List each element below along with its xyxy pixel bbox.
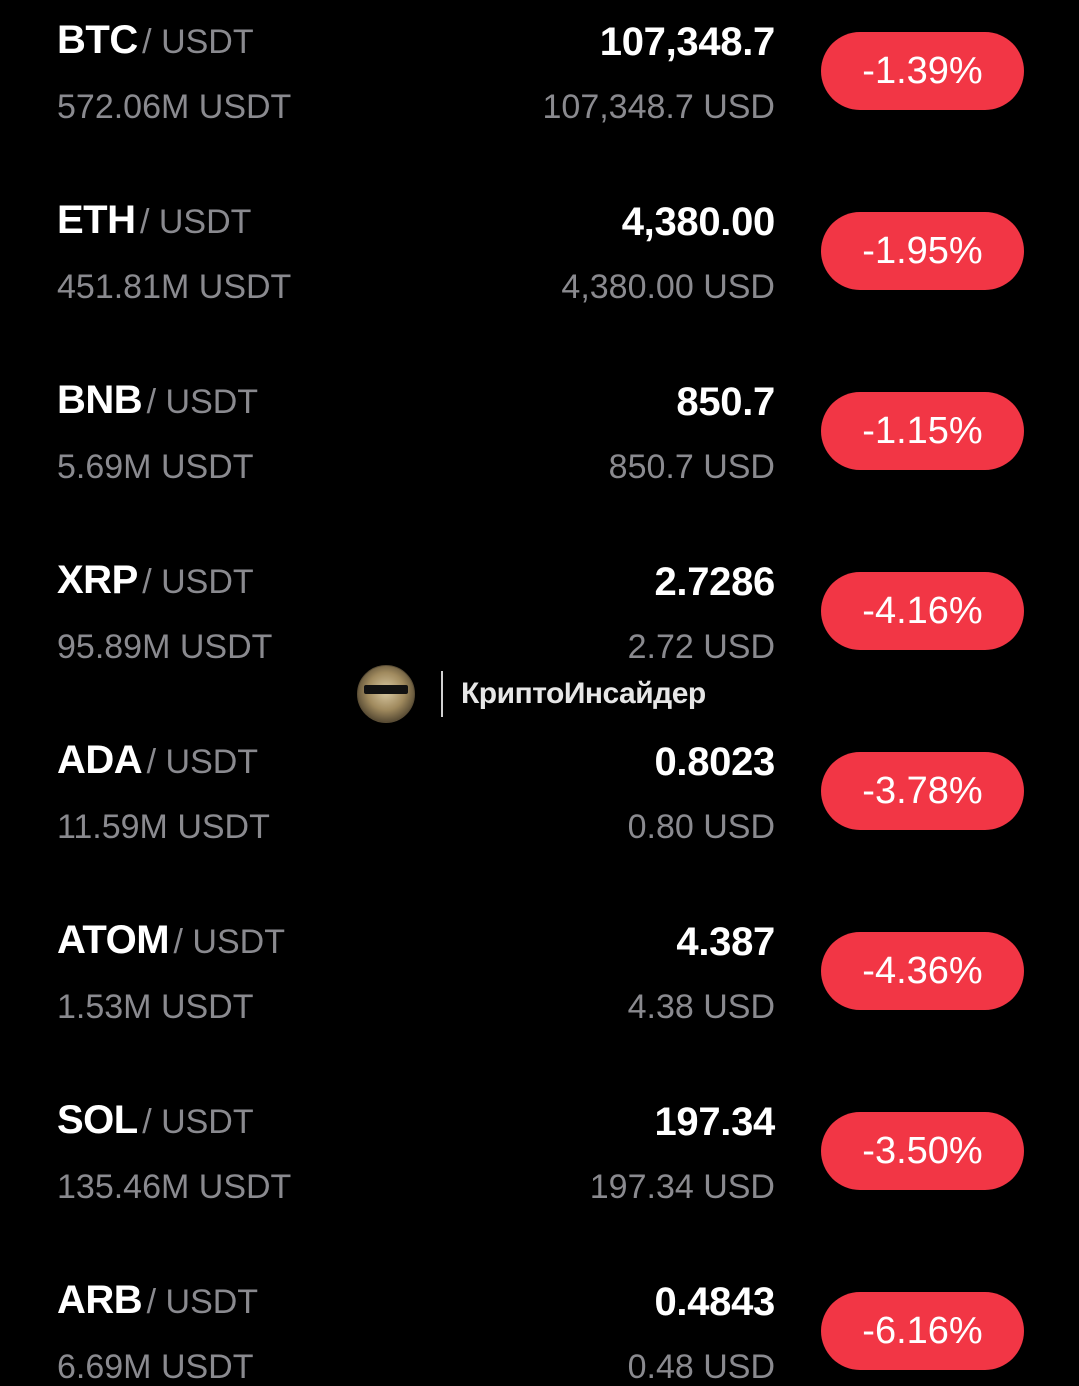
pair-name: XRP / USDT [57,560,254,600]
volume-label: 135.46M USDT [57,1168,292,1206]
last-price: 197.34 [654,1100,775,1144]
base-symbol: ADA [57,738,143,782]
base-symbol: ARB [57,1278,143,1322]
usd-price: 0.48 USD [627,1348,775,1386]
change-badge[interactable]: -4.36% [821,932,1024,1010]
market-row-sol[interactable]: SOL / USDT 135.46M USDT 197.34 197.34 US… [0,1088,1079,1268]
last-price: 0.4843 [654,1280,775,1324]
base-symbol: BNB [57,378,143,422]
pair-name: ETH / USDT [57,200,251,240]
last-price: 2.7286 [654,560,775,604]
market-row-arb[interactable]: ARB / USDT 6.69M USDT 0.4843 0.48 USD -6… [0,1268,1079,1384]
channel-avatar [357,665,415,723]
usd-price: 197.34 USD [589,1168,775,1206]
volume-label: 572.06M USDT [57,88,292,126]
quote-symbol: / USDT [146,1283,259,1321]
usd-price: 4,380.00 USD [561,268,775,306]
volume-label: 451.81M USDT [57,268,292,306]
usd-price: 0.80 USD [627,808,775,846]
pair-name: ATOM / USDT [57,920,285,960]
volume-label: 95.89M USDT [57,628,273,666]
market-row-atom[interactable]: ATOM / USDT 1.53M USDT 4.387 4.38 USD -4… [0,908,1079,1088]
base-symbol: BTC [57,18,138,62]
quote-symbol: / USDT [146,743,259,781]
change-badge[interactable]: -1.95% [821,212,1024,290]
usd-price: 4.38 USD [627,988,775,1026]
change-badge[interactable]: -3.78% [821,752,1024,830]
market-row-xrp[interactable]: XRP / USDT 95.89M USDT 2.7286 2.72 USD -… [0,548,1079,728]
last-price: 0.8023 [654,740,775,784]
base-symbol: ATOM [57,918,170,962]
volume-label: 11.59M USDT [57,808,270,846]
quote-symbol: / USDT [142,23,254,61]
pair-name: SOL / USDT [57,1100,254,1140]
volume-label: 6.69M USDT [57,1348,254,1386]
base-symbol: XRP [57,558,138,602]
pair-name: BNB / USDT [57,380,258,420]
pair-name: ADA / USDT [57,740,258,780]
quote-symbol: / USDT [139,203,252,241]
quote-symbol: / USDT [173,923,285,961]
usd-price: 850.7 USD [608,448,775,486]
market-row-bnb[interactable]: BNB / USDT 5.69M USDT 850.7 850.7 USD -1… [0,368,1079,548]
quote-symbol: / USDT [142,563,254,601]
base-symbol: ETH [57,198,136,242]
volume-label: 1.53M USDT [57,988,254,1026]
watermark-text: КриптоИнсайдер [461,677,706,710]
change-badge[interactable]: -3.50% [821,1112,1024,1190]
change-badge[interactable]: -1.15% [821,392,1024,470]
last-price: 107,348.7 [599,20,776,64]
usd-price: 107,348.7 USD [542,88,776,126]
pair-name: ARB / USDT [57,1280,258,1320]
avatar-band [364,685,408,694]
volume-label: 5.69M USDT [57,448,254,486]
last-price: 4,380.00 [621,200,776,244]
usd-price: 2.72 USD [627,628,775,666]
market-row-btc[interactable]: BTC / USDT 572.06M USDT 107,348.7 107,34… [0,8,1079,188]
quote-symbol: / USDT [142,1103,254,1141]
base-symbol: SOL [57,1098,138,1142]
market-row-eth[interactable]: ETH / USDT 451.81M USDT 4,380.00 4,380.0… [0,188,1079,368]
change-badge[interactable]: -6.16% [821,1292,1024,1370]
watermark-divider [441,671,443,717]
last-price: 850.7 [676,380,775,424]
last-price: 4.387 [676,920,775,964]
change-badge[interactable]: -1.39% [821,32,1024,110]
pair-name: BTC / USDT [57,20,254,60]
quote-symbol: / USDT [146,383,259,421]
market-row-ada[interactable]: ADA / USDT 11.59M USDT 0.8023 0.80 USD -… [0,728,1079,908]
channel-watermark: КриптоИнсайдер [357,665,706,723]
change-badge[interactable]: -4.16% [821,572,1024,650]
